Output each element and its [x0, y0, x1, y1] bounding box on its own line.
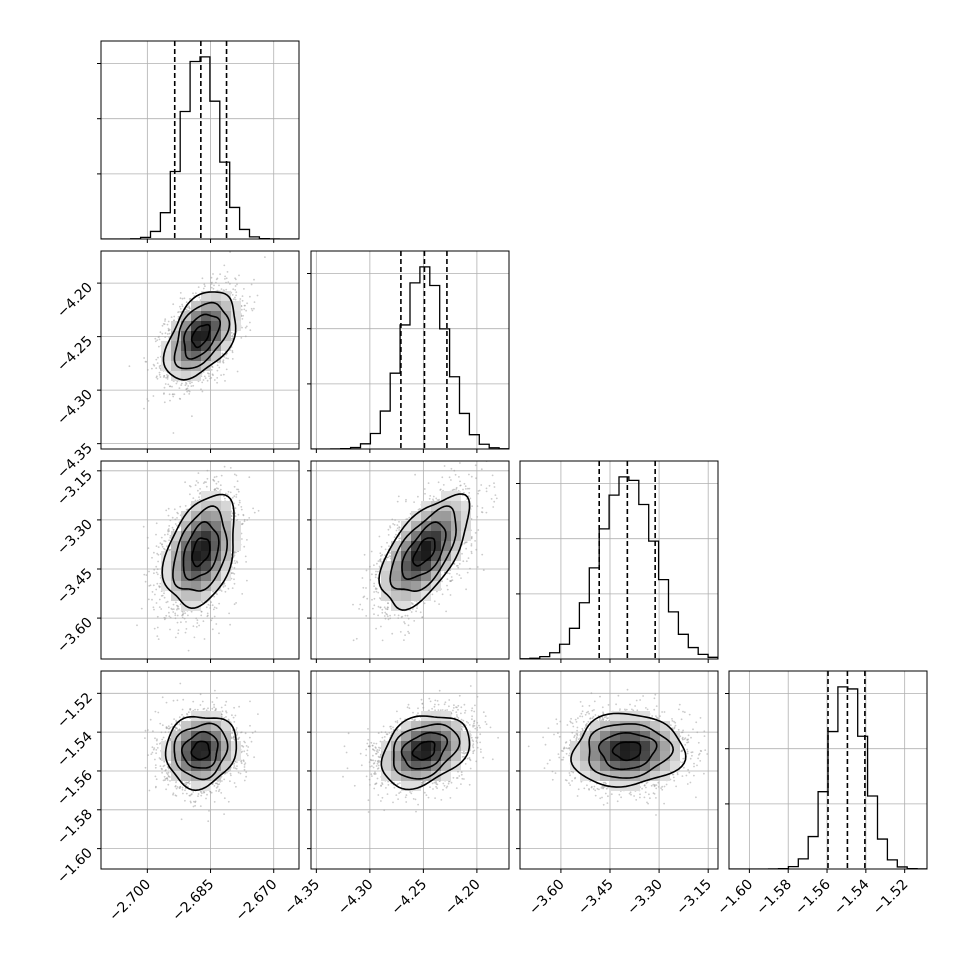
- y-tick-label: −1.54: [54, 729, 96, 771]
- x-tick-label: −3.30: [624, 877, 666, 919]
- contour-line: [164, 715, 238, 792]
- histogram-step: [520, 476, 718, 659]
- scatter-panel-3-1: [307, 670, 510, 873]
- x-tick-label: −3.15: [673, 877, 715, 919]
- x-tick-label: −2.670: [233, 877, 281, 925]
- x-tick-label: −2.685: [169, 877, 217, 925]
- x-tick-label: −3.45: [575, 877, 617, 919]
- y-tick-label: −4.25: [54, 333, 96, 375]
- y-tick-label: −3.30: [54, 516, 96, 558]
- x-tick-label: −4.35: [282, 877, 324, 919]
- x-tick-label: −1.56: [792, 876, 834, 918]
- x-tick-label: −4.30: [335, 877, 377, 919]
- contour-line: [588, 723, 675, 779]
- histogram-step: [311, 266, 509, 449]
- y-tick-label: −1.56: [54, 767, 96, 809]
- contour-line: [191, 537, 211, 568]
- contour-line: [389, 505, 457, 593]
- contour-line: [411, 740, 436, 761]
- panel-frame: [100, 40, 300, 240]
- x-tick-label: −1.54: [831, 876, 873, 918]
- y-tick-label: −4.20: [54, 280, 96, 322]
- contour-line: [380, 715, 471, 791]
- panel-frame: [100, 460, 300, 660]
- contour-line: [190, 740, 211, 761]
- y-tick-label: −1.52: [54, 690, 96, 732]
- panel-frame: [310, 250, 510, 450]
- scatter-panel-3-2: [516, 670, 719, 873]
- scatter-panel-1-0: [97, 250, 300, 453]
- contour-line: [401, 521, 447, 581]
- panel-frame: [310, 460, 510, 660]
- contour-line: [180, 730, 219, 769]
- y-tick-label: −3.45: [54, 566, 96, 608]
- panel-frame: [100, 670, 300, 870]
- x-tick-label: −1.58: [753, 877, 795, 919]
- contour-line: [190, 323, 211, 349]
- x-tick-label: −1.52: [870, 877, 912, 919]
- contour-line: [173, 722, 229, 781]
- panel-frame: [310, 670, 510, 870]
- contour-line: [412, 537, 436, 567]
- contour-line: [162, 291, 237, 381]
- panel-frame: [519, 460, 719, 660]
- panel-frame: [728, 670, 928, 870]
- scatter-panel-2-1: [307, 460, 510, 663]
- panel-frame: [519, 670, 719, 870]
- contour-line: [182, 520, 220, 581]
- contour-line: [400, 731, 449, 770]
- panel-frame: [100, 250, 300, 450]
- contour-line: [378, 493, 471, 611]
- y-tick-label: −1.58: [54, 806, 96, 848]
- x-tick-label: −4.25: [389, 877, 431, 919]
- contour-line: [611, 741, 642, 762]
- histogram-step: [101, 56, 299, 239]
- contour-line: [570, 712, 687, 788]
- density-grid: [381, 491, 471, 611]
- density-grid: [570, 711, 680, 791]
- histogram-panel-3: [725, 670, 928, 873]
- scatter-panel-3-0: [97, 670, 300, 873]
- x-tick-label: −3.60: [526, 877, 568, 919]
- y-tick-label: −3.60: [54, 615, 96, 657]
- contour-line: [183, 313, 221, 360]
- y-tick-label: −4.30: [54, 387, 96, 429]
- histogram-panel-2: [516, 460, 719, 663]
- contour-line: [172, 505, 229, 592]
- x-tick-label: −1.60: [715, 877, 757, 919]
- scatter-panel-2-0: [97, 460, 300, 663]
- histogram-panel-1: [307, 250, 510, 453]
- contour-line: [173, 301, 231, 370]
- x-tick-label: −2.700: [106, 877, 154, 925]
- y-tick-label: −1.60: [54, 845, 96, 887]
- x-tick-label: −4.20: [442, 877, 484, 919]
- contour-line: [392, 723, 461, 780]
- contour-line: [161, 493, 235, 610]
- histogram-panel-0: [97, 40, 300, 243]
- contour-line: [597, 731, 658, 771]
